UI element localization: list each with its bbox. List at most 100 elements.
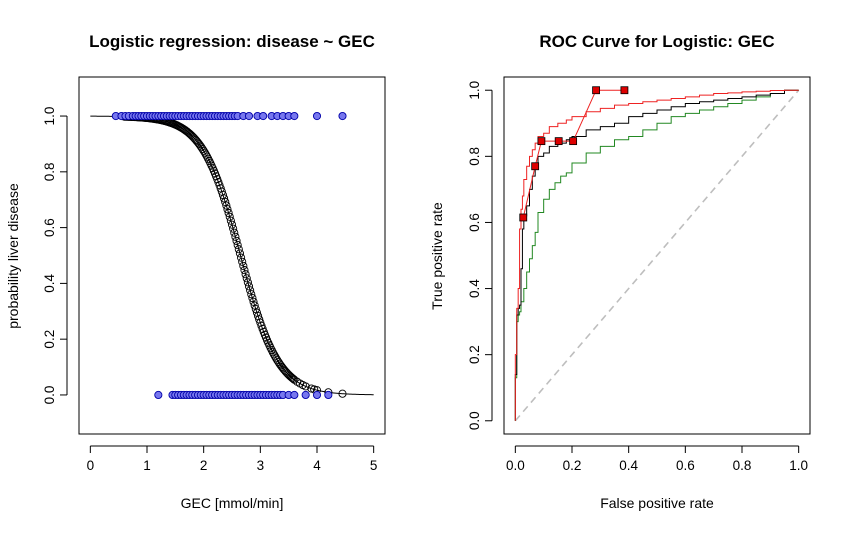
right-x-tick-label: 0.2 [563,458,582,473]
fitted-probability-point [269,350,278,359]
roc-point-connector [522,89,625,218]
right-x-tick-label: 0.8 [733,458,752,473]
fitted-probability-point [203,152,212,161]
fitted-probability-point [232,236,241,245]
roc-threshold-point [592,86,600,95]
roc-plot-data [514,86,800,422]
fitted-probability-point [239,261,248,270]
fitted-probability-point [235,249,244,258]
observed-point [259,111,268,121]
left-axes: 0 1 2 3 4 5 0.0 0.2 0.4 0.6 0.8 1.0 [42,107,377,473]
left-x-tick-label: 4 [313,458,321,473]
fitted-probability-point [267,345,276,355]
fitted-probability-point [223,205,232,214]
fitted-probability-point [338,389,347,398]
fitted-probability-point [248,293,257,303]
left-y-tick-label: 0.0 [42,386,57,405]
left-plot-data [90,111,374,400]
logistic-regression-panel: Logistic regression: disease ~ GEC 0 1 2 3 4… [5,32,386,511]
left-y-axis-label: probability liver disease [5,183,21,329]
left-x-tick-label: 2 [200,458,208,473]
right-plot-frame [503,76,811,435]
roc-reference-diagonal [514,89,800,422]
right-x-axis-label: False positive rate [600,495,714,511]
left-y-tick-label: 1.0 [42,107,57,126]
left-x-tick-label: 1 [143,458,151,473]
fitted-probability-point [226,216,235,225]
fitted-probability-point [218,190,227,200]
left-y-tick-label: 0.8 [42,162,57,181]
fitted-probability-point [201,150,210,159]
left-y-tick-label: 0.2 [42,330,57,349]
right-axes: 0.0 0.2 0.4 0.6 0.8 1.0 0.0 0.2 0.4 0.6 0.8 1.0 [467,81,808,473]
fitted-probability-point [221,197,230,206]
fitted-probability-point [227,220,237,229]
observed-point [244,111,254,121]
fitted-probability-point [237,253,246,262]
roc-threshold-point [569,137,578,146]
right-x-tick-label: 1.0 [789,458,808,473]
fitted-probability-point [238,257,247,266]
right-y-tick-label: 0.2 [467,345,482,364]
fitted-probability-point [249,297,258,306]
right-chart-title: ROC Curve for Logistic: GEC [539,32,774,51]
right-x-tick-label: 0.0 [506,458,525,473]
right-x-tick-label: 0.4 [619,458,638,473]
left-chart-title: Logistic regression: disease ~ GEC [89,32,375,51]
right-y-axis-label: True positive rate [429,202,445,310]
fitted-probability-point [234,245,243,254]
right-y-tick-label: 0.8 [467,147,482,166]
roc-threshold-point [519,213,528,222]
observed-point [290,390,299,400]
right-y-tick-label: 0.6 [467,213,482,232]
roc-threshold-point [554,137,563,146]
right-y-tick-label: 0.0 [467,411,482,430]
fitted-probability-point [222,201,231,210]
fitted-probability-point [220,194,229,203]
fitted-probability-point [242,274,251,283]
observed-point [290,111,299,121]
fitted-probability-point [250,301,259,310]
fitted-probability-point [247,290,256,299]
fitted-logistic-curve [90,115,374,396]
left-y-tick-label: 0.4 [42,274,57,293]
observed-point [301,390,310,400]
right-y-tick-label: 0.4 [467,279,482,298]
fitted-probability-point [243,278,252,287]
right-y-tick-label: 1.0 [467,81,482,100]
fitted-probability-point [290,375,299,384]
fitted-probability-point [251,305,260,314]
roc-threshold-point [531,162,540,171]
fitted-probability-point [224,208,233,218]
fitted-probability-point [204,154,213,163]
fitted-probability-point [200,148,209,157]
left-x-tick-label: 0 [87,458,95,473]
observed-point [154,390,163,400]
roc-threshold-point [620,86,629,95]
left-x-tick-label: 3 [257,458,265,473]
roc-threshold-point [537,137,546,146]
left-y-tick-label: 0.6 [42,218,57,237]
fitted-probability-point [230,228,239,237]
right-x-tick-label: 0.6 [676,458,695,473]
roc-curve-line [514,89,799,421]
fitted-probability-point [244,282,254,291]
fitted-probability-point [241,270,250,279]
left-plot-frame [78,76,386,435]
fitted-probability-point [231,232,240,241]
observed-point [324,390,333,400]
left-x-axis-label: GEC [mmol/min] [181,495,284,511]
fitted-probability-point [301,382,310,391]
fitted-probability-point [240,266,249,275]
fitted-probability-point [288,373,297,382]
roc-panel: ROC Curve for Logistic: GEC 0.0 0.2 0.4 0.6… [429,32,811,511]
observed-point [312,390,322,400]
fitted-probability-point [233,241,242,250]
left-x-tick-label: 5 [370,458,378,473]
observed-point [338,111,347,121]
roc-curve-line [514,89,799,421]
fitted-probability-point [225,212,234,221]
fitted-probability-point [229,224,238,233]
observed-point [312,111,322,121]
